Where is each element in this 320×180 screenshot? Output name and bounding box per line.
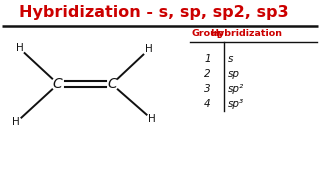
Text: Hybridization: Hybridization	[211, 28, 282, 37]
Text: s: s	[228, 54, 233, 64]
Text: sp: sp	[228, 69, 240, 79]
Text: sp²: sp²	[228, 84, 244, 94]
Text: 2: 2	[204, 69, 211, 79]
Text: 1: 1	[204, 54, 211, 64]
Text: Hybridization - s, sp, sp2, sp3: Hybridization - s, sp, sp2, sp3	[19, 5, 288, 20]
Text: Group: Group	[191, 28, 224, 37]
Text: 3: 3	[204, 84, 211, 94]
Text: H: H	[145, 44, 152, 54]
Text: sp³: sp³	[228, 99, 244, 109]
Text: H: H	[16, 43, 23, 53]
Text: H: H	[12, 117, 20, 127]
Text: H: H	[148, 114, 156, 124]
Text: C: C	[107, 77, 117, 91]
Text: C: C	[53, 77, 62, 91]
Text: 4: 4	[204, 99, 211, 109]
